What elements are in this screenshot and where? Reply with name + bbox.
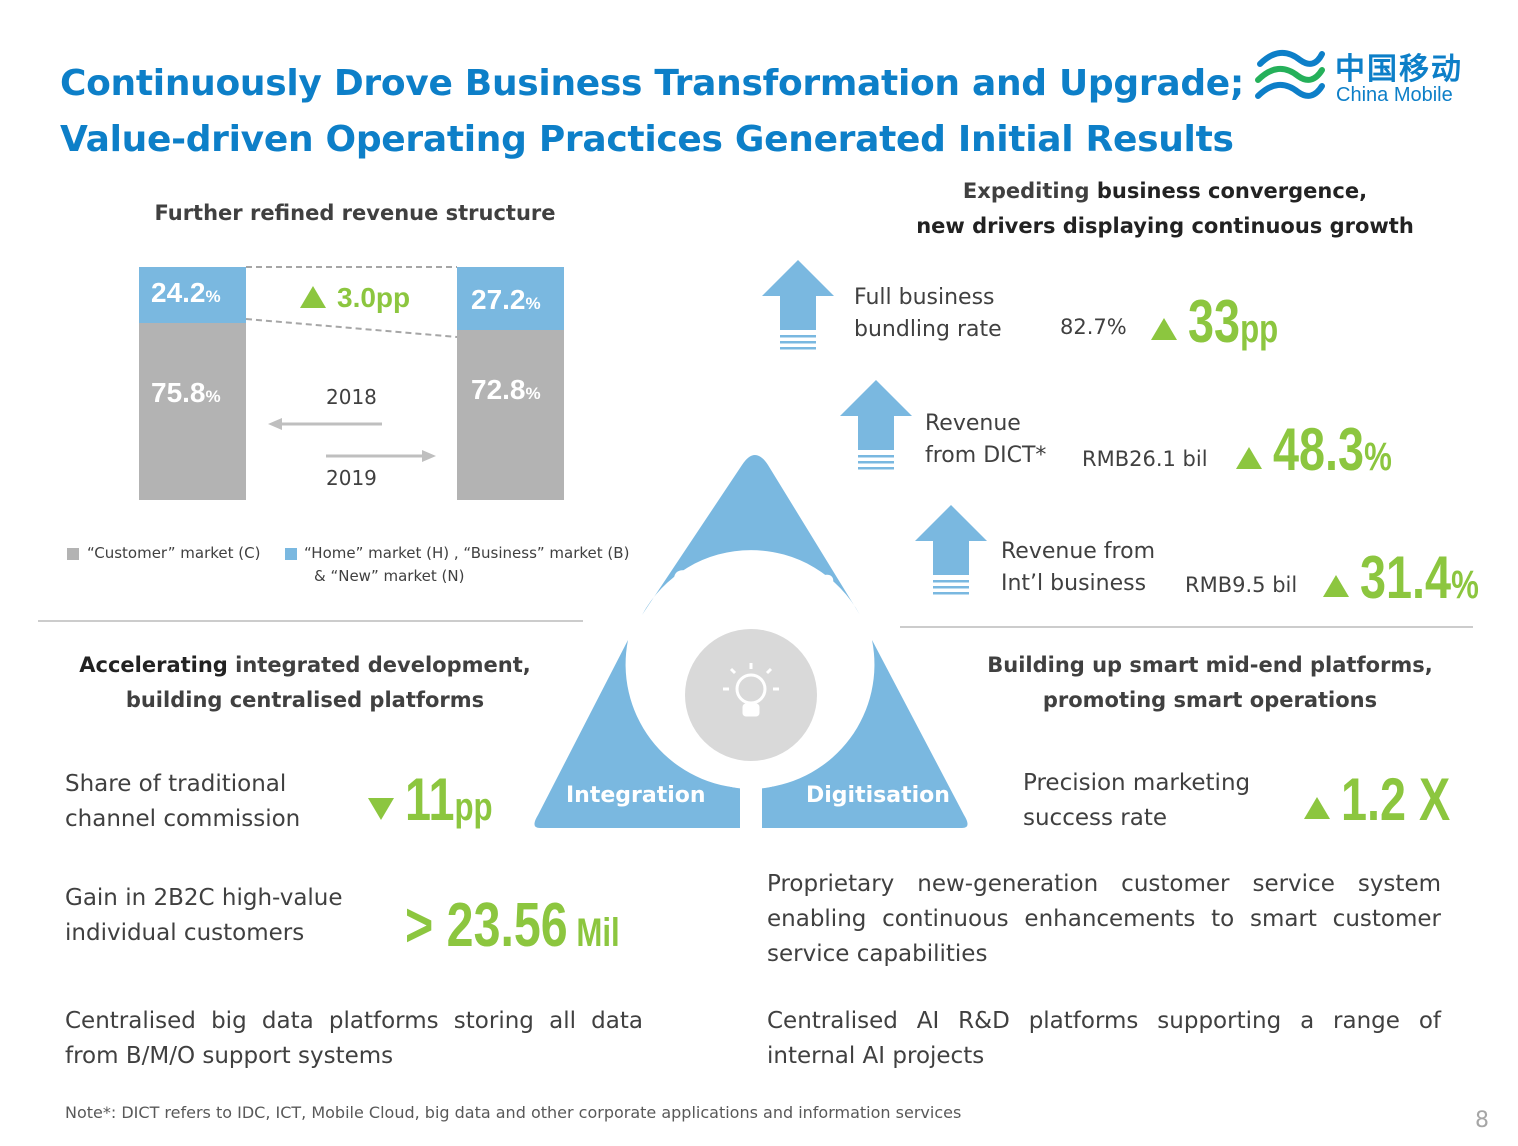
legend-swatch-c <box>67 548 79 560</box>
bar-2018-hbn-label: 24.2% <box>151 277 221 308</box>
bar-2019-c-label: 72.8% <box>471 374 541 406</box>
page-title-line2: Value-driven Operating Practices Generat… <box>60 119 1234 160</box>
year-2019-label: 2019 <box>326 466 377 490</box>
integration-title-line2: building centralised platforms <box>125 688 485 712</box>
page-title-line1: Continuously Drove Business Transformati… <box>60 63 1244 104</box>
convergence-title: Expediting business convergence, new dri… <box>900 174 1430 244</box>
bar-2018: 24.2% 75.8% <box>139 267 246 500</box>
convergence-title-line1: Expediting business convergence, <box>962 179 1368 203</box>
metric-dict-up-icon <box>1236 447 1262 469</box>
triangle-segment-convergence <box>642 455 860 615</box>
big-data-platform-text: Centralised big data platforms storing a… <box>65 1008 643 1069</box>
metric-dict-label: Revenue from DICT* <box>925 411 1047 468</box>
footnote: Note*: DICT refers to IDC, ICT, Mobile C… <box>65 1103 962 1122</box>
metric-dict-value: RMB26.1 bil <box>1082 447 1208 471</box>
bar-2018-segment-c: 75.8% <box>139 323 246 500</box>
metric-intl-value: RMB9.5 bil <box>1185 573 1298 597</box>
triangle-segment-integration <box>534 640 740 828</box>
smart-title-line1: Building up smart mid-end platforms, <box>987 653 1433 677</box>
year-2018-label: 2018 <box>326 385 377 409</box>
triangle-label-convergence: Convergence <box>673 568 835 593</box>
legend-label-hbn-line1: “Home” market (H) , “Business” market (B… <box>304 544 630 562</box>
customer-service-system-text: Proprietary new-generation customer serv… <box>767 871 1441 967</box>
bar-2018-segment-hbn: 24.2% <box>139 267 246 324</box>
bar-2019-segment-c: 72.8% <box>457 330 564 500</box>
integration-title-line1: Accelerating integrated development, <box>79 653 531 677</box>
lightbulb-icon <box>723 663 779 717</box>
ai-platform-text: Centralised AI R&D platforms supporting … <box>767 1008 1441 1069</box>
metric-intl-up-icon <box>1323 575 1349 597</box>
metric-intl-big: 31.4% <box>1360 544 1479 611</box>
precision-marketing-up-icon <box>1304 797 1330 819</box>
smart-operations-title: Building up smart mid-end platforms, pro… <box>960 648 1460 718</box>
legend-swatch-hbn <box>285 548 297 560</box>
growth-arrow-icon <box>915 505 987 595</box>
bar-2019-hbn-label: 27.2% <box>471 284 541 315</box>
metric-bundling-big: 33pp <box>1188 288 1279 355</box>
metric-dict-big: 48.3% <box>1273 416 1392 483</box>
growth-arrow-icon <box>840 380 912 470</box>
logo-english-text: China Mobile <box>1336 84 1453 106</box>
metric-bundling-label: Full business bundling rate <box>854 285 1002 342</box>
channel-commission-big: 11pp <box>405 766 493 833</box>
revenue-structure-title: Further refined revenue structure <box>154 201 556 225</box>
bar-2019: 27.2% 72.8% <box>457 267 564 500</box>
channel-commission-label: Share of traditional channel commission <box>65 771 301 832</box>
high-value-customers-big: > 23.56 Mil <box>405 891 620 960</box>
strategy-triangle <box>534 455 968 828</box>
precision-marketing-label: Precision marketing success rate <box>1023 770 1251 831</box>
high-value-customers-label: Gain in 2B2C high-value individual custo… <box>65 885 343 946</box>
triangle-segment-digitisation <box>762 640 968 828</box>
triangle-label-integration: Integration <box>566 783 706 808</box>
convergence-title-line2: new drivers displaying continuous growth <box>916 214 1414 238</box>
page-number: 8 <box>1475 1108 1489 1133</box>
bar-2018-c-label: 75.8% <box>151 377 221 409</box>
metric-intl-label: Revenue from Int’l business <box>1001 539 1155 596</box>
divider-right <box>900 626 1473 628</box>
bar-connector-lines <box>246 266 458 338</box>
increase-arrow-icon <box>300 286 326 308</box>
legend-label-hbn-line2: & “New” market (N) <box>314 567 465 585</box>
metric-bundling-value: 82.7% <box>1060 315 1127 339</box>
integration-title: Accelerating integrated development, bui… <box>50 648 560 718</box>
legend-label-c: “Customer” market (C) <box>87 544 261 562</box>
arrow-left-icon <box>268 418 382 430</box>
arrow-right-icon <box>326 450 436 462</box>
decrease-arrow-icon <box>368 798 394 820</box>
smart-title-line2: promoting smart operations <box>1042 688 1378 712</box>
precision-marketing-big: 1.2 X <box>1341 766 1451 833</box>
logo-chinese-text: 中国移动 <box>1335 52 1463 87</box>
metric-bundling-up-icon <box>1151 318 1177 340</box>
revenue-change-value: 3.0pp <box>337 282 411 313</box>
page-title: Continuously Drove Business Transformati… <box>60 56 1244 168</box>
divider-left <box>38 620 583 622</box>
china-mobile-logo-icon <box>1255 50 1325 99</box>
triangle-label-digitisation: Digitisation <box>806 783 950 808</box>
bar-2019-segment-hbn: 27.2% <box>457 267 564 331</box>
growth-arrow-icon <box>762 260 834 350</box>
